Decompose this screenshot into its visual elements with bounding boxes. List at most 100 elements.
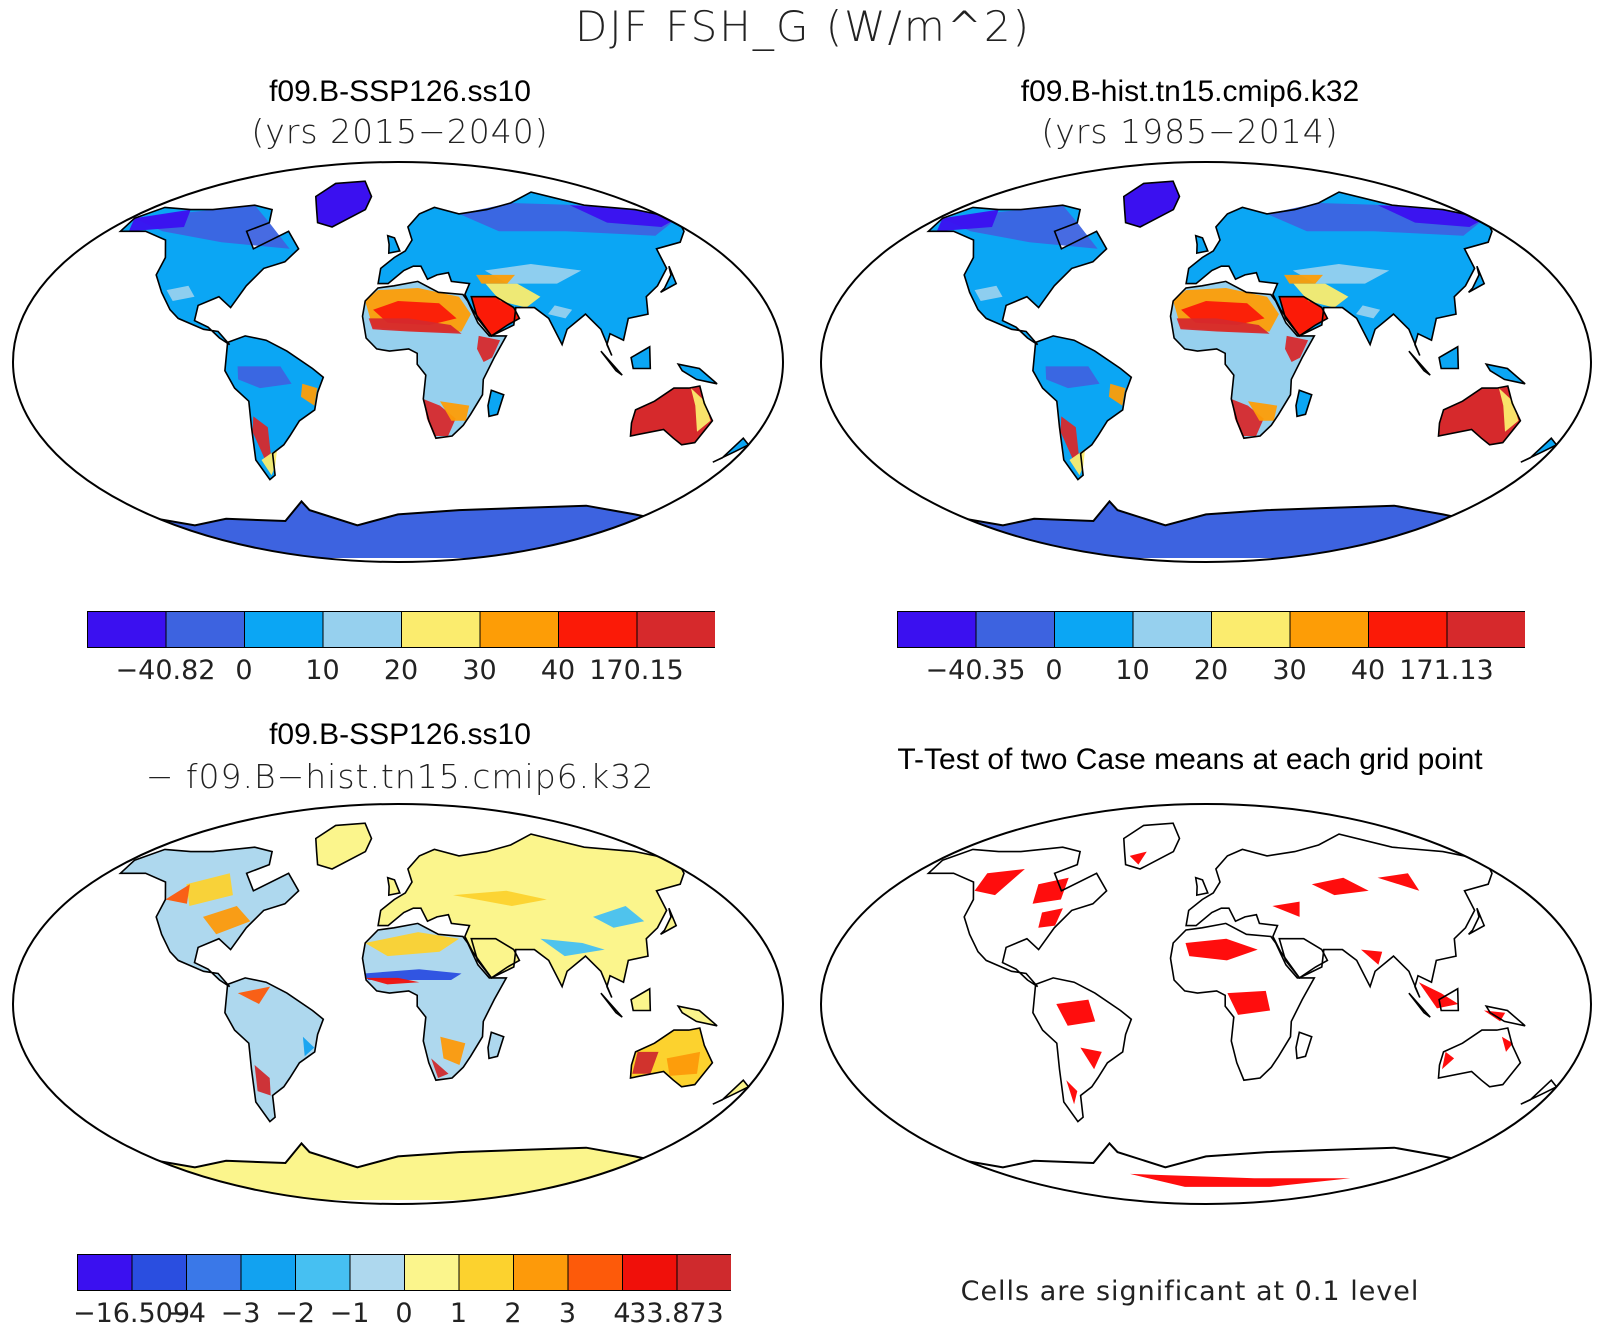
colorbar-box	[479, 611, 559, 648]
coastline	[1520, 437, 1558, 463]
continent-indonesia2	[631, 346, 651, 369]
field-region	[1045, 366, 1100, 389]
field-region	[593, 906, 645, 928]
field-region	[1129, 851, 1147, 865]
coastline	[629, 1027, 714, 1088]
continent-greenland	[315, 181, 372, 227]
continent-indonesia3	[1486, 364, 1526, 384]
significance-note: Cells are significant at 0.1 level	[960, 1276, 1420, 1307]
coastline	[314, 180, 373, 228]
colorbar-tick-label: 30	[462, 655, 497, 686]
continent-indonesia3	[1486, 1006, 1526, 1026]
field-region	[690, 388, 711, 432]
colorbar-tick-label: 3	[558, 1298, 577, 1329]
field-region	[203, 906, 251, 935]
continent-antarctica	[939, 501, 1464, 558]
field-region	[1285, 335, 1309, 362]
colorbar-tick-label: 10	[1115, 655, 1150, 686]
colorbar-box	[1368, 611, 1448, 648]
field-region	[1248, 401, 1278, 421]
field-region	[1377, 205, 1486, 227]
field-region	[666, 1051, 701, 1076]
continent-eurasia	[1186, 834, 1492, 998]
field-region	[237, 366, 292, 389]
coastline	[1185, 191, 1493, 356]
colorbar-tick-label: −2	[275, 1298, 315, 1329]
coastline	[600, 350, 623, 376]
coastline	[1468, 907, 1486, 935]
field-region	[431, 1058, 449, 1078]
coastline	[131, 1141, 657, 1169]
field-region	[974, 285, 1003, 301]
coastline	[676, 1005, 718, 1027]
colorbar-tick-label: 0	[395, 1298, 413, 1329]
map-border	[820, 161, 1592, 563]
coastline	[1185, 833, 1493, 998]
field-region	[1377, 873, 1420, 891]
map-border	[12, 803, 784, 1205]
colorbar-tick-label: −4	[166, 1298, 206, 1329]
field-region	[1284, 274, 1323, 284]
field-region	[476, 274, 515, 284]
continent-australia	[630, 386, 713, 445]
continent-africa	[362, 923, 507, 1081]
coastline	[1122, 180, 1181, 228]
continent-greenland	[315, 823, 372, 869]
continent-indonesia3	[678, 1006, 718, 1026]
colorbar-box	[404, 1254, 460, 1291]
field-region	[1066, 1080, 1078, 1105]
colorbar-box	[349, 1254, 405, 1291]
colorbar-tick-label: 10	[305, 655, 340, 686]
coastline	[1194, 876, 1209, 897]
coastline	[630, 987, 652, 1012]
coastline	[1438, 987, 1460, 1012]
coastline	[1169, 922, 1316, 1082]
coastline	[1520, 1079, 1558, 1105]
colorbar-box	[240, 1254, 296, 1291]
colorbar-tick-label: 2	[504, 1298, 522, 1329]
continent-south-america	[224, 977, 324, 1122]
field-region	[453, 890, 547, 906]
diff-land-layer	[118, 822, 750, 1200]
continent-arabia-fix	[471, 938, 520, 978]
field-region	[365, 932, 459, 957]
continent-uk	[1195, 877, 1208, 896]
coastline	[1032, 335, 1133, 481]
continent-indonesia3	[678, 364, 718, 384]
colorbar-tick-label: 171.13	[1399, 655, 1494, 686]
colorbar-tick-label: −1	[329, 1298, 370, 1329]
continent-arabia-fix	[1279, 296, 1328, 336]
field-region	[186, 873, 233, 906]
coastline	[386, 234, 401, 255]
coastline	[1484, 1005, 1526, 1027]
field-region	[540, 938, 605, 957]
colorbar-tick-label: 33.873	[629, 1298, 724, 1329]
coastline	[712, 1079, 750, 1105]
field-region	[368, 318, 462, 334]
field-region	[1176, 318, 1270, 334]
coastline	[1194, 234, 1209, 255]
continent-madagascar	[488, 390, 504, 417]
field-region	[1130, 1173, 1351, 1187]
field-region	[1442, 1051, 1455, 1070]
field-region	[252, 416, 271, 460]
field-region	[1227, 990, 1271, 1015]
coastline	[118, 204, 300, 346]
coastline	[470, 295, 521, 337]
field-region	[1293, 283, 1349, 308]
continent-north-america	[120, 205, 299, 345]
coastline	[1408, 992, 1431, 1018]
continent-uk	[387, 877, 400, 896]
figure-title: DJF FSH_G (W/m^2)	[574, 2, 1032, 51]
coastline	[712, 437, 750, 463]
case2-colorbar	[897, 611, 1525, 648]
colorbar-box	[322, 611, 402, 648]
continent-antarctica	[939, 1143, 1464, 1200]
diff-subtitle: − f09.B−hist.tn15.cmip6.k32	[145, 757, 655, 796]
colorbar-box	[513, 1254, 569, 1291]
coastline	[1468, 265, 1486, 293]
continent-madagascar	[1296, 390, 1312, 417]
field-region	[1108, 383, 1126, 406]
field-region	[166, 285, 195, 301]
colorbar-tick-label: 20	[1193, 655, 1229, 686]
